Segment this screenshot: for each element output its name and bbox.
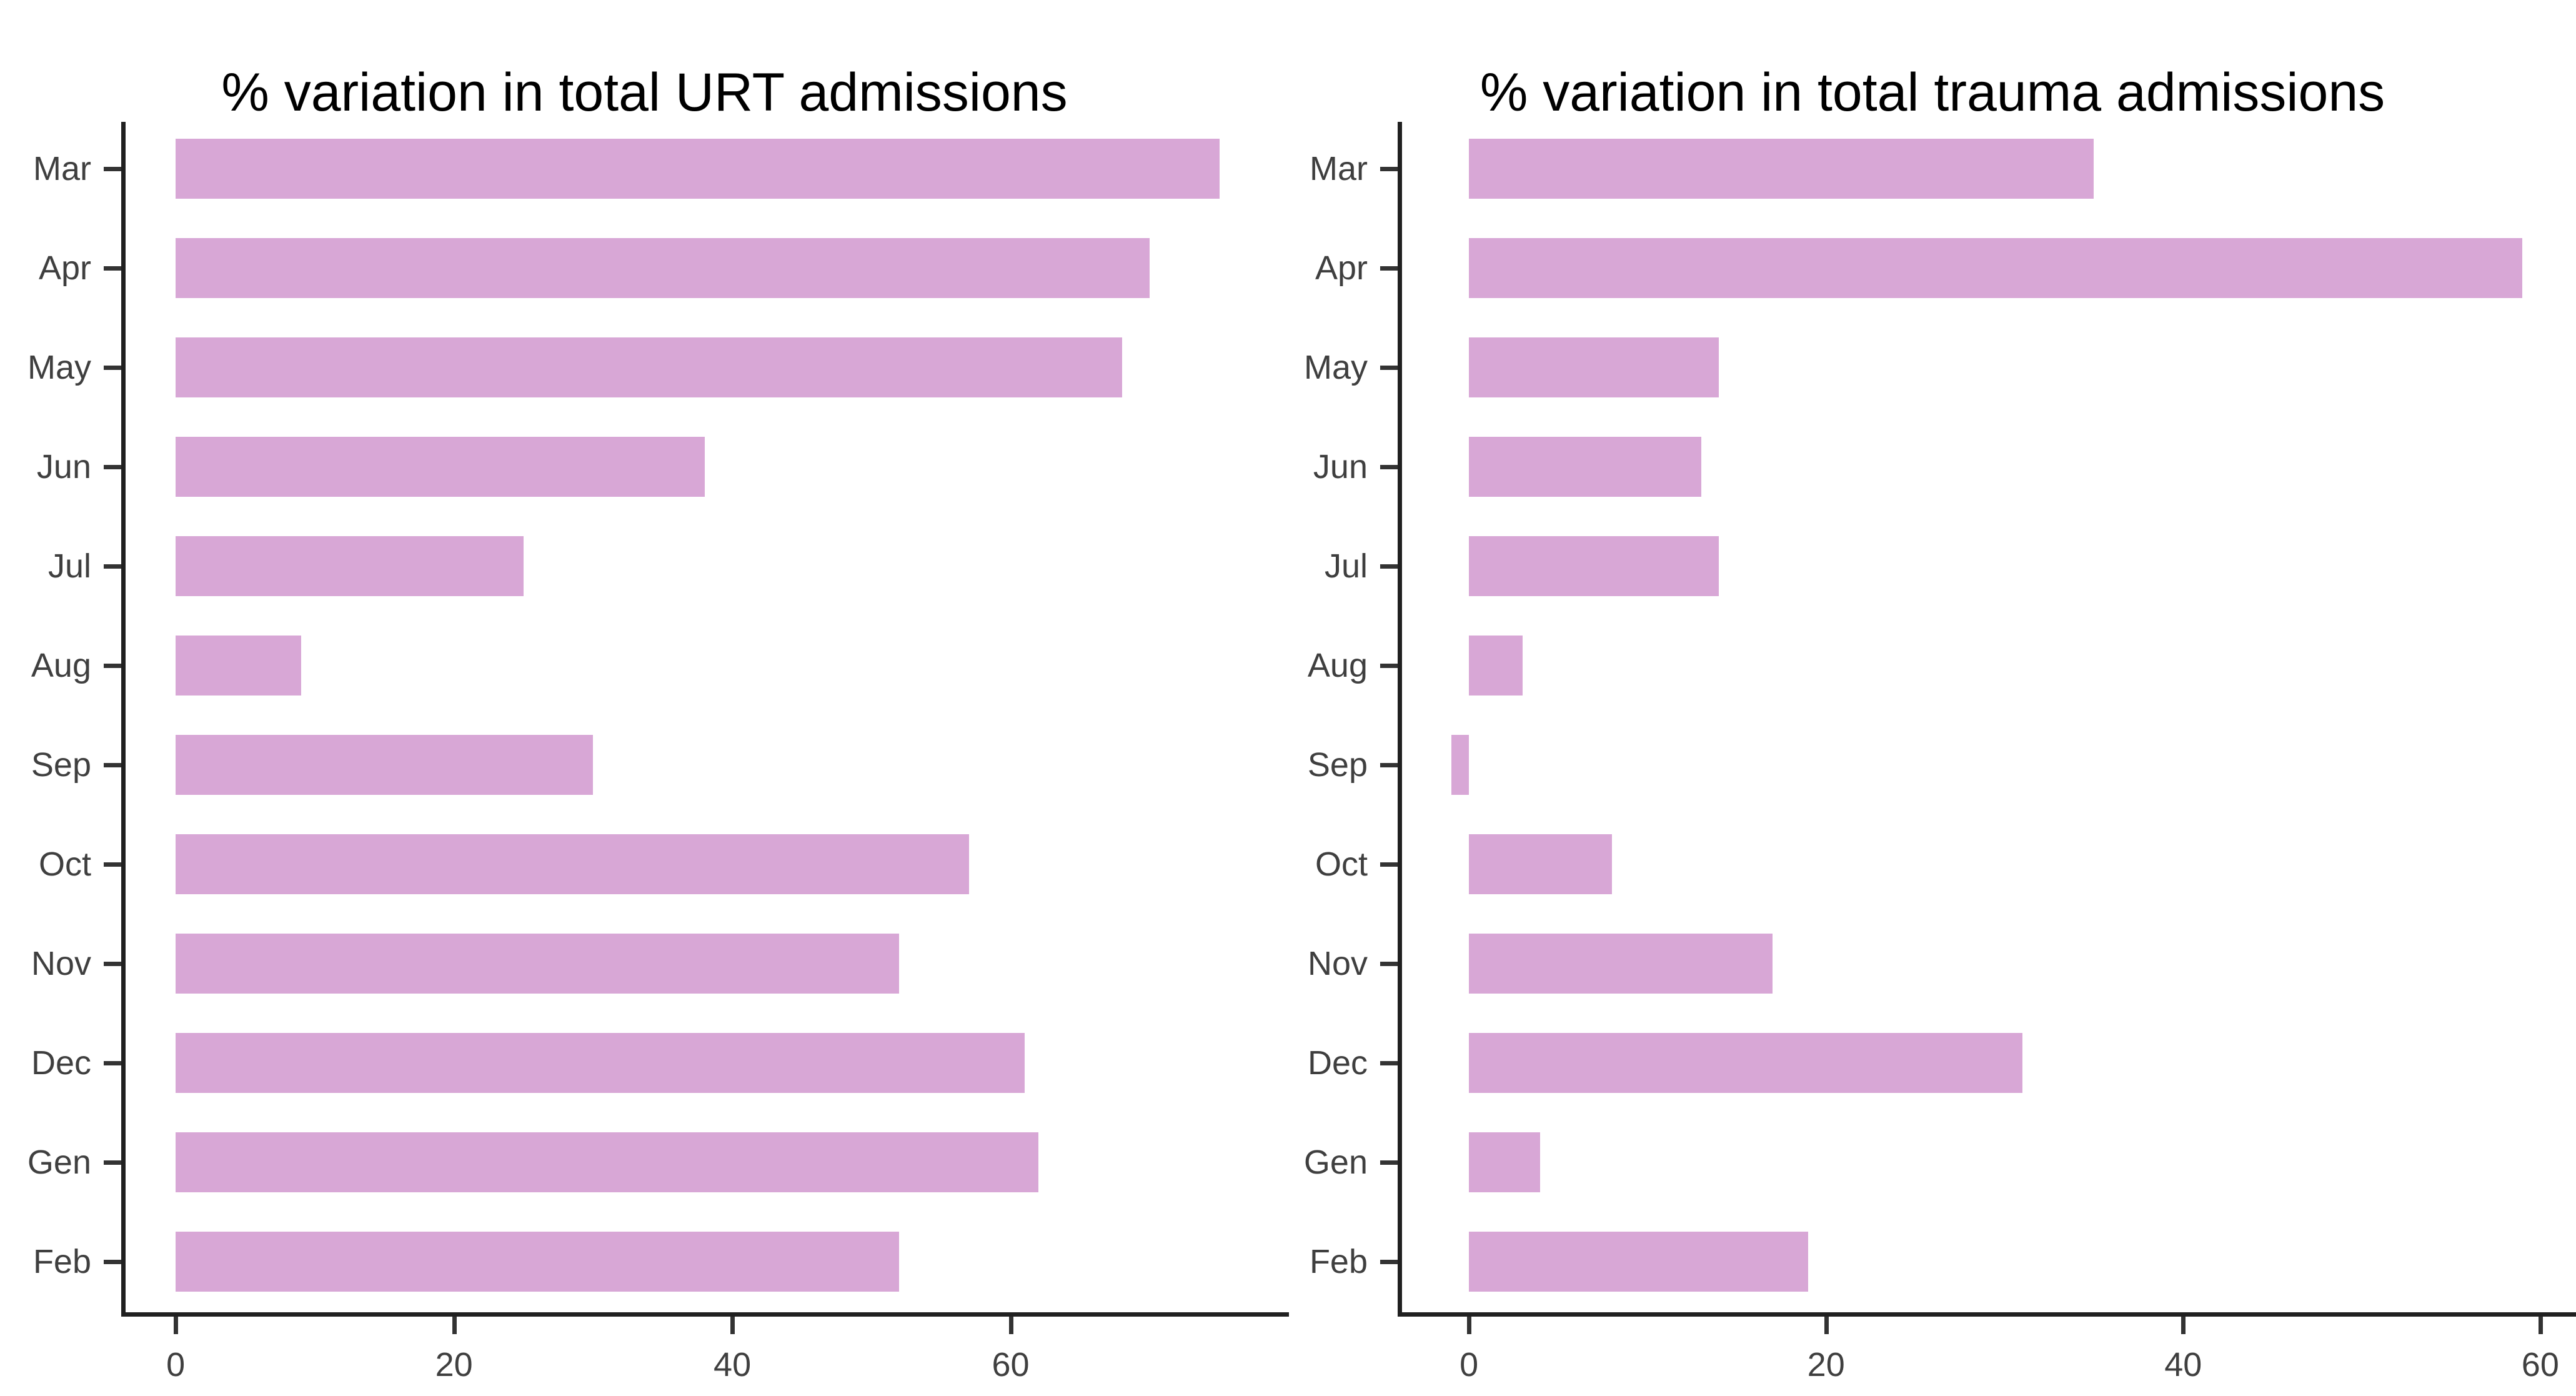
y-tick-dec — [104, 1061, 121, 1065]
bar-feb — [1469, 1232, 1809, 1292]
x-tick-label-40: 40 — [2164, 1346, 2202, 1384]
y-tick-label-may: May — [27, 349, 91, 386]
y-tick-dec — [1380, 1061, 1398, 1065]
y-tick-label-jun: Jun — [36, 448, 91, 486]
x-tick-label-60: 60 — [992, 1346, 1030, 1384]
y-tick-jun — [1380, 465, 1398, 469]
y-tick-jul — [1380, 564, 1398, 569]
y-tick-may — [1380, 366, 1398, 370]
y-tick-label-sep: Sep — [31, 746, 91, 784]
x-axis-line — [121, 1312, 1289, 1317]
y-tick-label-gen: Gen — [1303, 1144, 1368, 1181]
bar-sep — [176, 735, 594, 795]
bar-jun — [176, 437, 705, 497]
y-tick-label-nov: Nov — [1307, 945, 1368, 982]
bar-apr — [1469, 238, 2523, 298]
y-tick-label-jun: Jun — [1313, 448, 1368, 486]
bar-nov — [1469, 934, 1773, 994]
x-tick-20 — [452, 1317, 457, 1334]
bar-feb — [176, 1232, 900, 1292]
bar-dec — [1469, 1033, 2023, 1093]
y-axis-line — [1398, 122, 1402, 1317]
y-tick-jun — [104, 465, 121, 469]
x-tick-60 — [1008, 1317, 1013, 1334]
x-tick-label-0: 0 — [166, 1346, 186, 1384]
y-tick-aug — [104, 664, 121, 668]
y-tick-feb — [1380, 1260, 1398, 1264]
y-tick-apr — [1380, 266, 1398, 271]
y-tick-label-aug: Aug — [31, 647, 91, 684]
y-tick-label-mar: Mar — [1310, 150, 1368, 187]
y-tick-sep — [104, 763, 121, 767]
y-tick-oct — [1380, 862, 1398, 867]
x-tick-40 — [2181, 1317, 2186, 1334]
y-tick-label-jul: Jul — [1324, 547, 1368, 585]
y-tick-label-nov: Nov — [31, 945, 91, 982]
y-tick-label-gen: Gen — [27, 1144, 91, 1181]
bar-aug — [1469, 636, 1523, 696]
bar-sep — [1451, 735, 1470, 795]
x-tick-40 — [730, 1317, 735, 1334]
y-tick-apr — [104, 266, 121, 271]
bar-jul — [1469, 536, 1719, 596]
y-tick-feb — [104, 1260, 121, 1264]
y-tick-sep — [1380, 763, 1398, 767]
x-tick-20 — [1824, 1317, 1829, 1334]
bar-apr — [176, 238, 1150, 298]
chart-title-urt: % variation in total URT admissions — [221, 62, 1068, 123]
y-tick-label-feb: Feb — [32, 1243, 91, 1280]
x-tick-label-60: 60 — [2521, 1346, 2559, 1384]
y-tick-mar — [104, 167, 121, 171]
y-tick-oct — [104, 862, 121, 867]
chart-panel-trauma: % variation in total trauma admissions M… — [1289, 0, 2576, 1396]
y-tick-label-apr: Apr — [1315, 249, 1368, 287]
y-tick-nov — [1380, 962, 1398, 966]
y-axis-line — [121, 122, 126, 1317]
bar-may — [176, 337, 1122, 397]
y-tick-jul — [104, 564, 121, 569]
bar-gen — [176, 1132, 1039, 1192]
x-tick-60 — [2538, 1317, 2543, 1334]
y-tick-label-sep: Sep — [1307, 746, 1368, 784]
x-axis-line — [1398, 1312, 2576, 1317]
bar-mar — [176, 139, 1220, 199]
y-tick-label-apr: Apr — [38, 249, 91, 287]
bar-mar — [1469, 139, 2094, 199]
chart-title-trauma: % variation in total trauma admissions — [1479, 62, 2385, 123]
y-tick-label-dec: Dec — [31, 1044, 91, 1082]
y-tick-label-jul: Jul — [47, 547, 91, 585]
y-tick-aug — [1380, 664, 1398, 668]
y-tick-may — [104, 366, 121, 370]
x-tick-0 — [174, 1317, 179, 1334]
x-tick-0 — [1467, 1317, 1472, 1334]
y-tick-gen — [104, 1160, 121, 1165]
y-tick-label-dec: Dec — [1307, 1044, 1368, 1082]
bar-nov — [176, 934, 900, 994]
y-tick-nov — [104, 962, 121, 966]
y-tick-mar — [1380, 167, 1398, 171]
bar-aug — [176, 636, 301, 696]
y-tick-label-aug: Aug — [1307, 647, 1368, 684]
bar-dec — [176, 1033, 1025, 1093]
y-tick-label-may: May — [1303, 349, 1368, 386]
bar-jun — [1469, 437, 1701, 497]
chart-panel-urt: % variation in total URT admissions Mar A… — [27, 62, 1289, 1384]
y-tick-label-mar: Mar — [33, 150, 91, 187]
bar-may — [1469, 337, 1719, 397]
x-tick-label-40: 40 — [714, 1346, 752, 1384]
x-tick-label-20: 20 — [1807, 1346, 1845, 1384]
x-tick-label-20: 20 — [435, 1346, 473, 1384]
y-tick-label-oct: Oct — [38, 845, 91, 883]
x-tick-label-0: 0 — [1460, 1346, 1479, 1384]
bar-jul — [176, 536, 524, 596]
y-tick-gen — [1380, 1160, 1398, 1165]
y-tick-label-oct: Oct — [1315, 845, 1368, 883]
bar-gen — [1469, 1132, 1541, 1192]
bar-oct — [1469, 834, 1612, 894]
y-tick-label-feb: Feb — [1309, 1243, 1368, 1280]
bar-oct — [176, 834, 969, 894]
